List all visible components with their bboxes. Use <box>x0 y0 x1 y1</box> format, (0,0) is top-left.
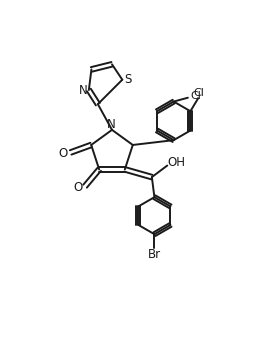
Text: O: O <box>59 147 68 160</box>
Text: N: N <box>79 84 88 97</box>
Text: Br: Br <box>148 248 161 261</box>
Text: Cl: Cl <box>193 88 204 98</box>
Text: S: S <box>124 73 132 86</box>
Text: N: N <box>107 118 116 131</box>
Text: Cl: Cl <box>190 91 201 102</box>
Text: O: O <box>73 181 82 194</box>
Text: OH: OH <box>167 157 185 170</box>
